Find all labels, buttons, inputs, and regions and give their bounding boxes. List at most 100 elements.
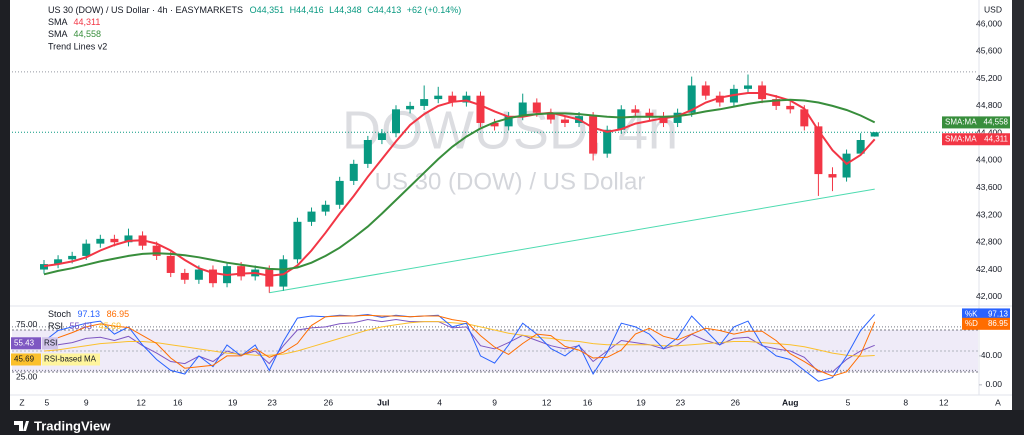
stoch-line [43,313,876,382]
candle-body [420,99,429,106]
candle-body [434,95,443,100]
candle-body [518,102,527,117]
sma-badge-label: SMA:MA [945,118,977,127]
candle-body [715,95,724,103]
candle-body [335,180,344,205]
rsi-name: RSI [48,321,63,331]
candle-body [631,109,640,113]
legend-rsi: RSI 55.43 45.69 [48,321,121,331]
candle-body [617,109,626,130]
quote-change: +62 (+0.14%) [407,5,462,15]
legend-stoch: Stoch 97.13 86.95 [48,309,129,319]
quote-close: C44,413 [367,5,401,15]
candle-body [476,95,485,123]
stoch-tick-label: 40.00 [981,350,1003,360]
rsi-badge-value: 55.43 [14,338,35,347]
candle-body [110,238,119,243]
x-tick-label: 9 [492,397,497,407]
candle-body [462,95,471,103]
sma-name: SMA [48,17,68,27]
sma-badge-label: SMA:MA [945,134,977,143]
x-tick-label: 12 [136,397,146,407]
sma-badge [942,116,1010,129]
legend-sma: SMA 44,558 [48,29,101,39]
candle-body [856,140,865,154]
stoch-badge [962,308,1010,321]
x-tick-label: 12 [939,397,949,407]
trend-line [269,188,875,294]
stoch-badge-name: %D [965,319,978,328]
candle-body [96,238,105,244]
candle-body [701,85,710,96]
sma-badge-value: 44,558 [984,118,1009,127]
candle-body [589,116,598,154]
candle-body [560,119,569,123]
sma-line [43,92,876,277]
brand[interactable]: TradingView [34,418,111,433]
rsi-line [43,321,875,357]
rsi-tick-label: 75.00 [16,319,38,329]
stoch-badge [962,317,1010,330]
scale-button[interactable]: A [995,397,1001,407]
y-tick-label: 43,200 [976,209,1002,219]
y-tick-label: 46,000 [976,18,1002,28]
candle-body [166,255,175,273]
candle-body [490,122,499,127]
candle-body [406,105,415,110]
y-tick-label: 42,000 [976,291,1002,301]
candle-body [814,126,823,175]
sma-badge-value: 44,311 [984,134,1008,143]
rsi-line [43,318,875,373]
candle-body [673,112,682,123]
x-tick-label: 12 [542,397,552,407]
quote-open: O44,351 [250,5,285,15]
sma-value: 44,558 [74,29,102,39]
title: US 30 (DOW) / US Dollar · 4h · EASYMARKE… [48,5,243,15]
x-tick-label: 19 [636,397,646,407]
rsi-badge-name-bg [42,353,100,366]
candle-body [546,112,555,120]
candle-body [659,116,668,123]
stoch-name: Stoch [48,309,71,319]
stoch-badge-value: 97.13 [988,310,1009,319]
y-tick-label: 42,800 [976,237,1002,247]
sma-value: 44,311 [74,17,101,27]
candle-body [68,255,77,260]
x-tick-label: 26 [731,397,741,407]
y-tick-label: 43,600 [976,182,1002,192]
stoch-badge-value: 86.95 [988,319,1009,328]
x-tick-label: 16 [583,397,593,407]
currency: USD [984,4,1002,14]
candle-body [687,85,696,113]
rsi-badge-name: RSI-based MA [44,355,97,364]
candle-body [265,269,274,287]
candle-body [870,132,879,137]
footer [0,410,1024,435]
candle-body [392,109,400,134]
candle-body [786,105,795,110]
candle-body [194,269,203,280]
y-tick-label: 45,600 [976,46,1002,56]
scale-button[interactable]: Z [19,397,24,407]
candle-body [842,153,851,178]
candle-body [237,266,246,277]
rsi-badge-name-bg [42,337,58,350]
candle-body [744,85,752,89]
candle-body [645,112,654,117]
legend-title: US 30 (DOW) / US Dollar · 4h · EASYMARKE… [48,5,461,15]
x-tick-label: 16 [173,397,183,407]
candle-body [532,102,541,113]
x-tick-label: 5 [846,397,851,407]
quote-low: L44,348 [329,5,362,15]
x-tick-label: 23 [267,397,277,407]
y-tick-label: 44,400 [976,127,1002,137]
sma-line [43,98,876,276]
stoch-k: 97.13 [78,309,101,319]
x-tick-label: 26 [324,397,334,407]
x-tick-label: 8 [903,397,908,407]
x-tick-label: Aug [782,397,799,407]
y-tick-label: 45,200 [976,73,1002,83]
candle-body [279,259,288,287]
candle-body [208,269,217,284]
candle-body [603,129,612,154]
